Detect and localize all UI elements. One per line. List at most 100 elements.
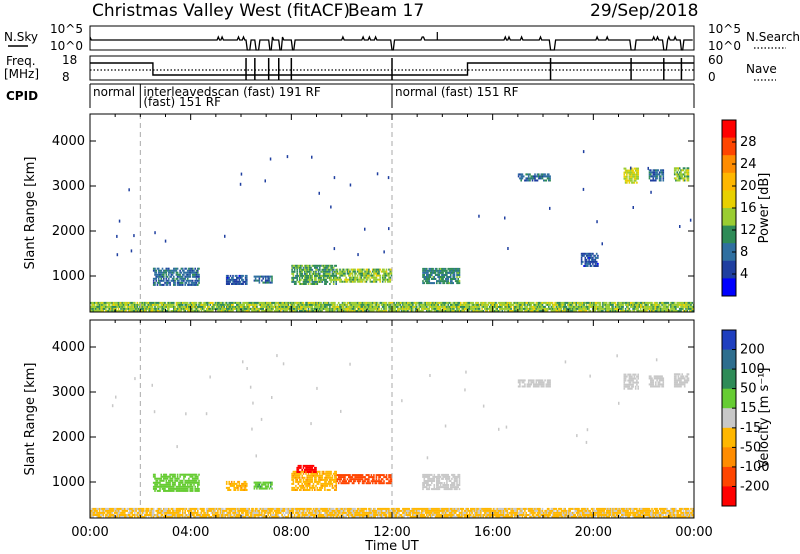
data-cell — [198, 278, 200, 280]
data-cell — [177, 272, 179, 274]
data-cell — [162, 268, 164, 270]
data-cell — [663, 177, 665, 179]
data-cell — [182, 268, 184, 270]
data-cell — [388, 275, 390, 277]
data-cell — [412, 308, 414, 310]
data-cell — [330, 281, 332, 283]
data-cell — [581, 257, 583, 259]
data-cell — [636, 182, 638, 184]
data-cell — [287, 155, 289, 158]
data-cell — [196, 278, 198, 280]
data-cell — [197, 512, 199, 514]
data-cell — [650, 173, 652, 175]
data-cell — [177, 278, 179, 280]
data-cell — [132, 512, 134, 514]
data-cell — [442, 272, 444, 274]
data-cell — [681, 175, 683, 177]
data-cell — [330, 277, 332, 279]
data-cell — [383, 269, 385, 271]
data-cell — [333, 508, 335, 510]
data-cell — [270, 158, 272, 161]
data-cell — [288, 514, 290, 516]
data-cell — [347, 304, 349, 306]
data-cell — [592, 253, 594, 255]
data-cell — [660, 306, 662, 308]
data-cell — [385, 281, 387, 283]
data-cell — [255, 278, 257, 280]
data-cell — [668, 302, 670, 304]
data-cell — [333, 283, 335, 285]
data-cell — [186, 268, 188, 270]
data-cell — [663, 175, 665, 177]
data-cell — [426, 268, 428, 270]
data-cell — [529, 173, 531, 175]
data-cell — [429, 280, 431, 282]
data-cell — [309, 265, 311, 267]
data-cell — [422, 280, 424, 282]
data-cell — [507, 247, 509, 250]
data-cell — [293, 273, 295, 275]
data-cell — [299, 510, 301, 512]
data-cell — [154, 231, 156, 234]
data-cell — [193, 514, 195, 516]
data-cell — [191, 510, 193, 512]
data-cell — [198, 280, 200, 282]
data-cell — [306, 273, 308, 275]
nsky-label: N.Sky — [4, 30, 38, 44]
data-cell — [124, 306, 126, 308]
data-cell — [153, 280, 155, 282]
data-cell — [262, 278, 264, 280]
data-cell — [305, 283, 307, 285]
data-cell — [333, 267, 335, 269]
data-cell — [674, 302, 676, 304]
data-cell — [325, 279, 327, 281]
data-cell — [634, 182, 636, 184]
data-cell — [223, 306, 225, 308]
data-cell — [410, 514, 412, 516]
data-cell — [259, 278, 261, 280]
data-cell — [134, 512, 136, 514]
data-cell — [335, 283, 337, 285]
data-cell — [452, 282, 454, 284]
data-cell — [196, 282, 198, 284]
data-cell — [335, 281, 337, 283]
data-cell — [337, 269, 339, 271]
data-cell — [116, 235, 118, 238]
data-cell — [171, 276, 173, 278]
data-cell — [679, 180, 681, 182]
data-cell — [427, 272, 429, 274]
data-cell — [164, 302, 166, 304]
data-cell — [586, 259, 588, 261]
data-cell — [630, 167, 632, 170]
data-cell — [362, 271, 364, 273]
data-cell — [549, 304, 551, 306]
data-cell — [663, 173, 665, 175]
data-cell — [232, 277, 234, 279]
data-cell — [488, 304, 490, 306]
data-cell — [247, 514, 249, 516]
data-cell — [173, 272, 175, 274]
data-cell — [675, 308, 677, 310]
data-cell — [608, 306, 610, 308]
data-cell — [454, 274, 456, 276]
data-cell — [354, 275, 356, 277]
data-cell — [309, 510, 311, 512]
data-cell — [460, 302, 462, 304]
data-cell — [312, 279, 314, 281]
data-cell — [315, 271, 317, 273]
data-cell — [357, 275, 359, 277]
data-cell — [187, 278, 189, 280]
data-cell — [142, 514, 144, 516]
data-cell — [637, 172, 639, 174]
data-cell — [222, 302, 224, 304]
data-cell — [186, 508, 188, 510]
data-cell — [450, 276, 452, 278]
data-cell — [183, 274, 185, 276]
data-cell — [486, 306, 488, 308]
data-cell — [688, 171, 690, 173]
data-cell — [271, 510, 273, 512]
nsky-tick-bottom: 10^0 — [50, 39, 83, 53]
data-cell — [344, 273, 346, 275]
data-cell — [174, 280, 176, 282]
nsearch-label: N.Search — [746, 30, 800, 44]
